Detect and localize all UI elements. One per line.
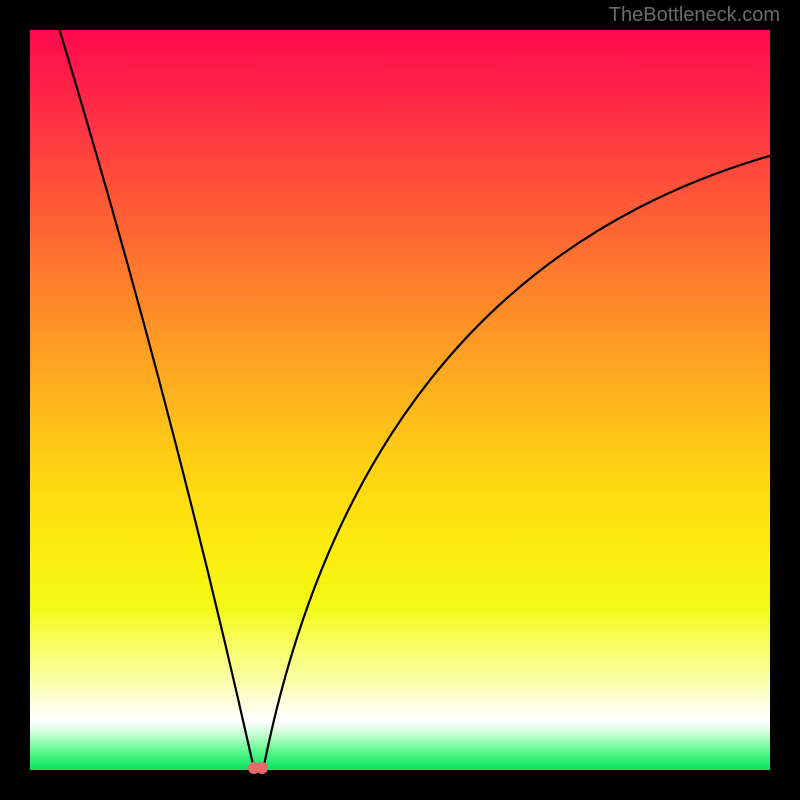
plot-area: [30, 30, 770, 770]
chart-gradient-background: [30, 30, 770, 770]
minimum-marker-b: [256, 762, 268, 774]
watermark-text: TheBottleneck.com: [609, 4, 780, 27]
